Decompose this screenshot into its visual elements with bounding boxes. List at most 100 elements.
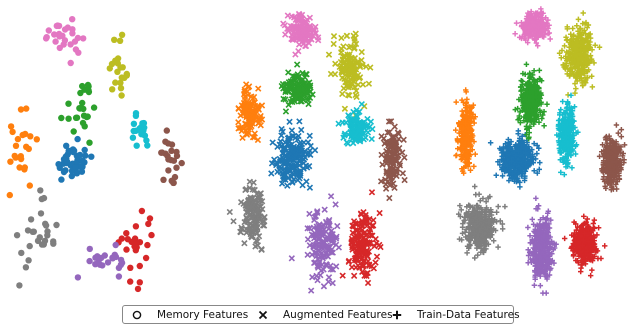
point-class-6 <box>547 36 553 42</box>
cluster-class-6 <box>280 10 322 58</box>
point-class-7 <box>247 220 254 227</box>
point-class-0 <box>78 157 86 164</box>
point-class-3 <box>350 272 358 279</box>
point-class-2 <box>282 108 290 115</box>
point-class-0 <box>76 151 84 159</box>
point-class-0 <box>508 138 514 145</box>
point-class-2 <box>79 99 86 107</box>
point-class-5 <box>399 149 406 156</box>
point-class-7 <box>474 252 481 258</box>
point-class-0 <box>534 170 541 176</box>
point-class-4 <box>317 225 324 232</box>
point-class-6 <box>314 37 322 44</box>
point-class-3 <box>123 246 130 253</box>
point-class-0 <box>285 134 293 141</box>
point-class-6 <box>69 16 76 23</box>
point-class-0 <box>279 154 286 161</box>
point-class-5 <box>393 172 400 180</box>
point-class-4 <box>115 273 123 280</box>
point-class-9 <box>130 120 138 128</box>
point-class-0 <box>58 176 65 183</box>
point-class-3 <box>591 217 598 223</box>
point-class-8 <box>119 64 126 71</box>
point-class-7 <box>18 249 25 257</box>
point-class-6 <box>512 31 518 37</box>
point-class-8 <box>118 92 125 99</box>
point-class-4 <box>288 255 295 262</box>
point-class-6 <box>45 27 52 34</box>
point-class-5 <box>401 154 408 161</box>
point-class-0 <box>290 145 297 152</box>
point-class-7 <box>491 238 497 244</box>
point-class-7 <box>24 227 32 234</box>
point-class-7 <box>472 183 478 190</box>
point-class-7 <box>493 209 500 215</box>
point-class-3 <box>587 272 594 279</box>
point-class-2 <box>536 67 543 74</box>
cluster-class-8 <box>106 31 130 99</box>
point-class-0 <box>493 172 499 178</box>
point-class-4 <box>327 193 335 200</box>
point-class-0 <box>279 166 287 174</box>
point-class-3 <box>589 267 595 273</box>
point-class-2 <box>523 61 530 68</box>
point-class-2 <box>293 61 301 68</box>
point-class-0 <box>524 144 530 151</box>
point-class-7 <box>260 214 268 221</box>
point-class-3 <box>127 278 134 285</box>
x-marker-icon <box>258 310 268 319</box>
point-class-9 <box>141 132 149 139</box>
point-class-8 <box>344 69 351 77</box>
point-class-3 <box>148 231 155 239</box>
point-class-3 <box>598 255 604 262</box>
point-class-7 <box>259 218 266 225</box>
point-class-3 <box>351 255 359 262</box>
point-class-6 <box>71 38 79 45</box>
point-class-7 <box>256 216 263 223</box>
point-class-2 <box>306 84 314 91</box>
point-class-7 <box>29 228 36 235</box>
point-class-3 <box>376 209 383 217</box>
point-class-3 <box>602 243 608 249</box>
cluster-class-1 <box>6 105 40 199</box>
point-class-1 <box>247 105 254 112</box>
point-class-8 <box>330 33 338 40</box>
cluster-class-4 <box>74 241 126 281</box>
point-class-3 <box>365 262 373 270</box>
point-class-8 <box>112 79 119 86</box>
point-class-7 <box>260 222 268 229</box>
point-class-4 <box>525 224 531 231</box>
point-class-0 <box>55 161 62 168</box>
point-class-3 <box>118 235 126 242</box>
point-class-3 <box>584 216 591 222</box>
point-class-2 <box>297 91 304 99</box>
point-class-6 <box>285 27 292 35</box>
point-class-0 <box>306 184 314 191</box>
point-class-0 <box>502 156 508 162</box>
point-class-4 <box>314 255 322 263</box>
point-class-5 <box>385 158 392 165</box>
point-class-5 <box>615 130 622 136</box>
point-class-0 <box>527 148 534 155</box>
point-class-0 <box>78 168 86 175</box>
point-class-1 <box>7 158 14 165</box>
point-class-7 <box>243 215 250 222</box>
point-class-8 <box>346 51 353 58</box>
point-class-2 <box>90 104 98 111</box>
legend-item-train: Train-Data Features <box>391 306 520 323</box>
point-class-0 <box>498 157 505 163</box>
point-class-0 <box>277 138 284 145</box>
point-class-2 <box>83 113 90 121</box>
point-class-0 <box>88 153 95 160</box>
point-class-9 <box>339 119 346 126</box>
point-class-7 <box>241 240 248 247</box>
point-class-7 <box>16 282 23 289</box>
point-class-3 <box>370 216 377 224</box>
point-class-4 <box>307 287 315 294</box>
point-class-1 <box>6 191 13 199</box>
point-class-8 <box>112 57 119 64</box>
point-class-3 <box>367 240 374 247</box>
point-class-1 <box>16 164 23 171</box>
legend-item-augmented: Augmented Features <box>257 306 393 323</box>
point-class-1 <box>241 106 249 113</box>
